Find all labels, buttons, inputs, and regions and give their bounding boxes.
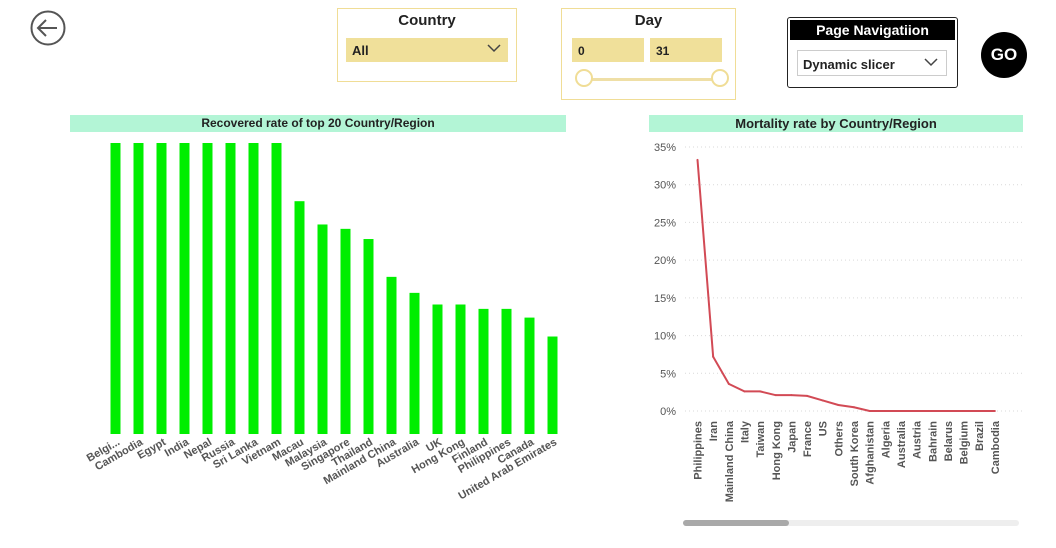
page-navigation-dropdown[interactable]: Dynamic slicer [797, 50, 947, 76]
bar[interactable] [409, 292, 420, 434]
line-point[interactable] [837, 403, 840, 406]
country-dropdown[interactable]: All [346, 38, 508, 62]
bar[interactable] [547, 336, 558, 434]
x-tick-label: Afghanistan [865, 421, 877, 485]
day-slider-min-handle[interactable] [575, 69, 593, 87]
bar[interactable] [225, 143, 236, 434]
bar[interactable] [110, 143, 121, 434]
mortality-line[interactable] [696, 159, 995, 412]
line-point[interactable] [993, 410, 996, 412]
line-point[interactable] [759, 390, 762, 393]
scrollbar-thumb[interactable] [683, 520, 789, 526]
line-point[interactable] [774, 394, 777, 397]
day-min-input[interactable]: 0 [572, 38, 644, 62]
line-point[interactable] [884, 410, 887, 412]
x-tick-label: Algeria [880, 420, 892, 458]
bar[interactable] [340, 228, 351, 434]
line-point[interactable] [946, 410, 949, 412]
x-tick-label: France [802, 421, 814, 457]
bar[interactable] [202, 143, 213, 434]
horizontal-scrollbar[interactable] [683, 520, 1019, 526]
bar[interactable] [478, 308, 489, 434]
country-slicer: Country All [337, 8, 517, 82]
bar[interactable] [271, 143, 282, 434]
line-point[interactable] [727, 382, 730, 385]
bar[interactable] [179, 143, 190, 434]
x-tick-label: Taiwan [755, 421, 767, 458]
y-tick-label: 35% [654, 142, 676, 154]
line-point[interactable] [931, 410, 934, 412]
line-point[interactable] [821, 399, 824, 402]
y-tick-label: 20% [654, 255, 676, 267]
day-max-input[interactable]: 31 [650, 38, 722, 62]
bar[interactable] [432, 304, 443, 434]
line-point[interactable] [696, 158, 699, 161]
x-tick-label: Australia [896, 420, 908, 468]
y-tick-label: 15% [654, 293, 676, 305]
page-navigation-title: Page Navigatiion [790, 20, 955, 40]
bar[interactable] [501, 308, 512, 434]
y-tick-label: 5% [660, 368, 676, 380]
bar[interactable] [294, 201, 305, 434]
bar[interactable] [248, 143, 259, 434]
day-slicer: Day 0 31 [561, 8, 736, 100]
line-point[interactable] [806, 394, 809, 397]
y-tick-label: 25% [654, 217, 676, 229]
x-tick-label: Belgium [959, 421, 971, 465]
back-button[interactable] [30, 10, 66, 46]
chevron-down-icon [924, 58, 938, 67]
day-slicer-title: Day [634, 12, 663, 29]
line-point[interactable] [962, 410, 965, 412]
recovered-rate-bar-chart: Belgi...CambodiaEgyptIndiaNepalRussiaSri… [85, 143, 559, 502]
country-slicer-title: Country [398, 12, 456, 29]
back-arrow-icon [30, 10, 66, 46]
chevron-down-icon [487, 44, 501, 53]
page-navigation: Page Navigatiion Dynamic slicer [787, 17, 958, 88]
mortality-chart-title: Mortality rate by Country/Region [649, 115, 1023, 132]
line-point[interactable] [978, 410, 981, 412]
x-tick-label: Italy [739, 420, 751, 443]
bar[interactable] [133, 143, 144, 434]
bar[interactable] [386, 276, 397, 434]
x-tick-label: Japan [786, 421, 798, 453]
bar[interactable] [455, 304, 466, 434]
bar[interactable] [363, 239, 374, 434]
day-slider-max-handle[interactable] [711, 69, 729, 87]
x-tick-label: Cambodia [990, 420, 1002, 474]
line-point[interactable] [868, 410, 871, 412]
line-point[interactable] [899, 410, 902, 412]
x-tick-label: Bahrain [927, 421, 939, 462]
bar[interactable] [317, 224, 328, 434]
bar[interactable] [524, 317, 535, 434]
y-tick-label: 0% [660, 406, 676, 418]
x-tick-label: Iran [708, 421, 720, 441]
day-slider-track [584, 78, 720, 81]
x-tick-label: Mainland China [724, 420, 736, 502]
y-tick-label: 30% [654, 180, 676, 192]
x-tick-label: Others [833, 421, 845, 456]
go-button[interactable]: GO [981, 32, 1027, 78]
country-selected-value: All [352, 43, 369, 58]
bar[interactable] [156, 143, 167, 434]
x-tick-label: Belarus [943, 421, 955, 461]
y-tick-label: 10% [654, 331, 676, 343]
line-point[interactable] [743, 390, 746, 393]
line-point[interactable] [712, 355, 715, 358]
page-navigation-selected: Dynamic slicer [803, 57, 895, 72]
x-tick-label: Brazil [974, 421, 986, 451]
x-tick-label: Philippines [693, 421, 705, 480]
line-point[interactable] [915, 410, 918, 412]
x-tick-label: Austria [912, 420, 924, 459]
line-point[interactable] [790, 394, 793, 397]
line-point[interactable] [853, 406, 855, 409]
x-tick-label: Hong Kong [771, 421, 783, 480]
mortality-rate-line-chart: 0% 5% 10% 15% 20% 25% 30% 35% Philippines Iran Mai… [654, 142, 1022, 502]
x-tick-label: South Korea [849, 420, 861, 486]
recovered-chart-title: Recovered rate of top 20 Country/Region [70, 115, 566, 132]
x-tick-label: US [818, 421, 830, 436]
